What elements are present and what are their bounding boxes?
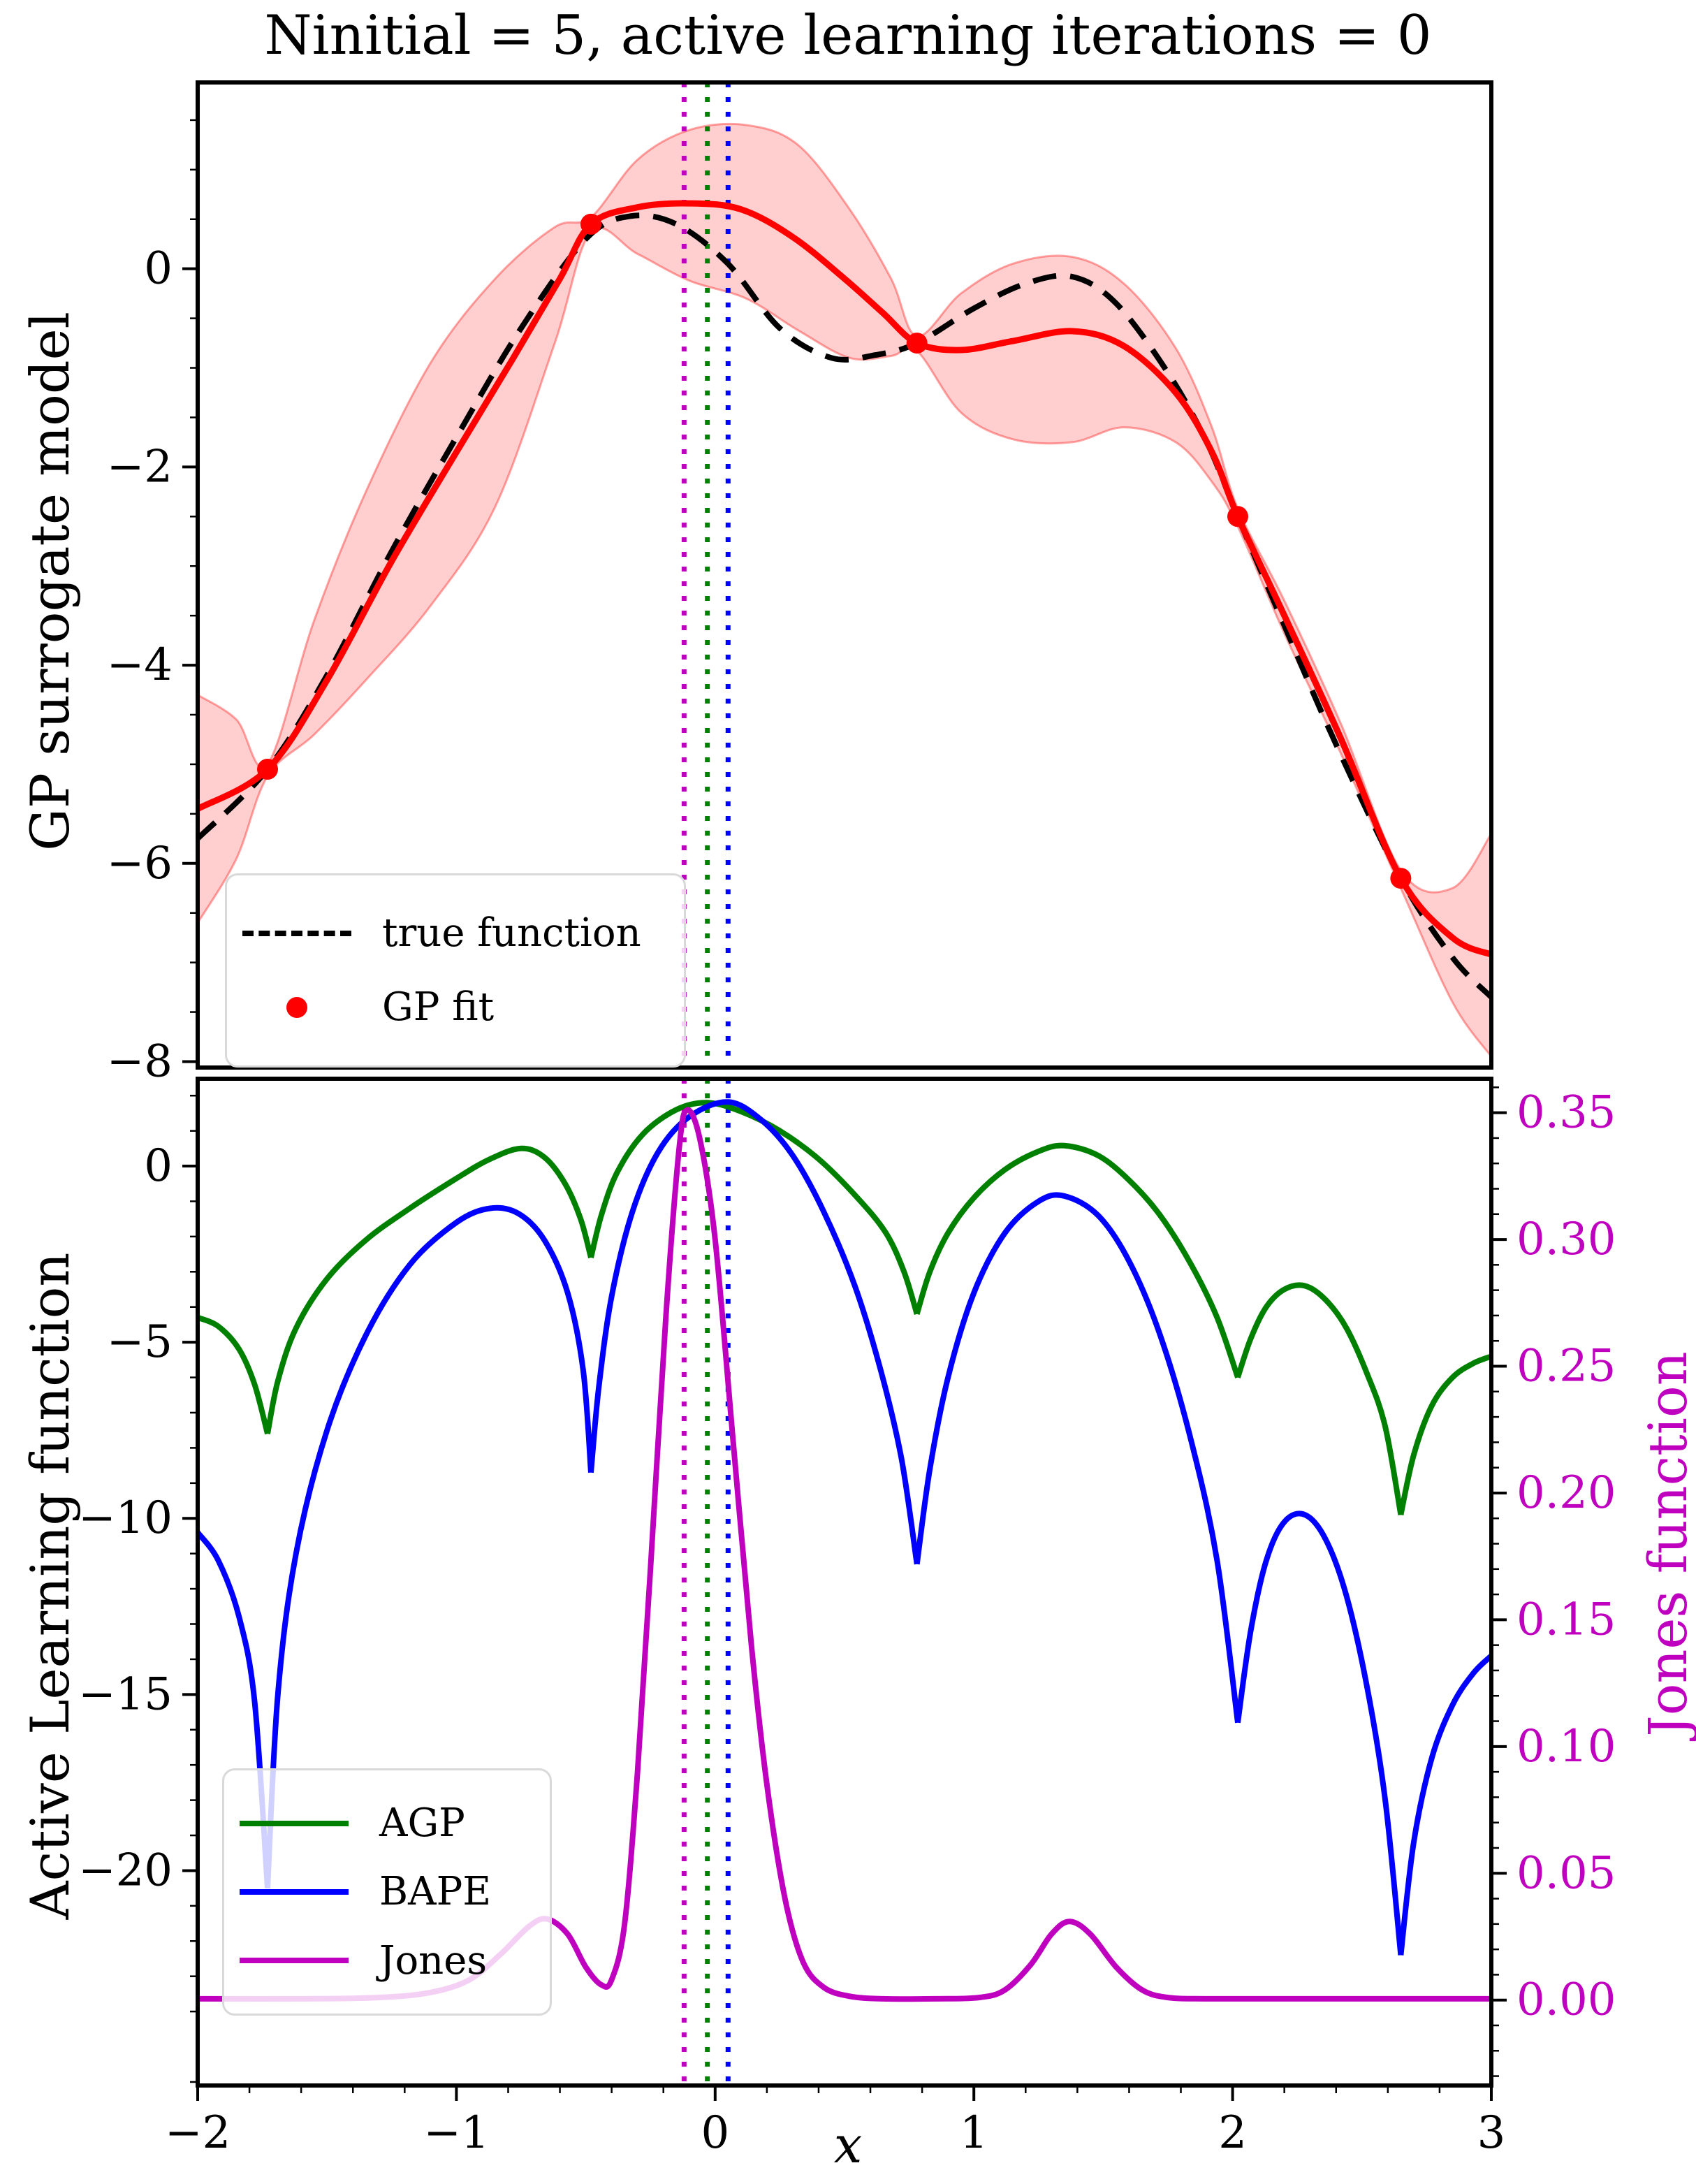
- tick-label: 0.35: [1516, 1087, 1616, 1139]
- tick-label: 0.25: [1516, 1341, 1616, 1392]
- bottom-left-y-axis-label: Active Learning function: [19, 1252, 81, 1920]
- legend-item-true-function: true function: [241, 912, 670, 955]
- axes: −2 −1 0 1 2 30−2−4−6−80−5−10−15−200.350.300.2…: [78, 80, 1616, 2159]
- gp-uncertainty-band: [198, 124, 1491, 1057]
- active-learning-plot-area: [195, 1079, 1493, 2085]
- legend-item-agp: AGP: [238, 1802, 536, 1845]
- legend-label: true function: [382, 910, 641, 956]
- legend-item-bape: BAPE: [238, 1870, 536, 1914]
- tick-label: −6: [107, 838, 173, 889]
- figure-title: Ninitial = 5, active learning iterations…: [264, 4, 1432, 67]
- x-axis-label: x: [833, 2116, 863, 2174]
- dashed-line-glyph: [241, 931, 353, 937]
- tick-label: −5: [107, 1316, 173, 1368]
- bape-curve: [195, 1099, 1493, 1956]
- top-y-axis-label: GP surrogate model: [19, 312, 81, 851]
- tick-label: 0: [144, 1140, 173, 1192]
- tick-label: −8: [107, 1035, 173, 1087]
- tick-label: −4: [107, 639, 173, 691]
- tick-label: 0.10: [1516, 1721, 1616, 1772]
- tick-label: 0.00: [1516, 1974, 1616, 2026]
- tick-label: 0.20: [1516, 1467, 1616, 1519]
- legend-label: BAPE: [379, 1869, 492, 1915]
- bottom-plot-frame: [196, 1077, 1493, 2088]
- tick-label: −2: [107, 441, 173, 493]
- training-point: [906, 333, 928, 354]
- red-dot-glyph: [241, 996, 353, 1018]
- tick-label: 0.30: [1516, 1214, 1616, 1265]
- gp-surrogate-plot-area: [196, 82, 1493, 1068]
- legend-label: Jones: [379, 1937, 488, 1983]
- tick-label: −2: [165, 2107, 231, 2159]
- training-point: [1390, 868, 1412, 889]
- green-line-glyph: [238, 1820, 350, 1826]
- tick-label: 0.15: [1516, 1594, 1616, 1645]
- top-plot-frame: [196, 80, 1493, 1070]
- legend-label: AGP: [379, 1800, 465, 1846]
- tick-label: −15: [78, 1668, 173, 1720]
- legend-label: GP fit: [382, 984, 495, 1031]
- tick-label: 3: [1477, 2107, 1506, 2159]
- tick-label: −1: [423, 2107, 489, 2159]
- magenta-line-glyph: [238, 1958, 350, 1964]
- bottom-right-y-axis-label: Jones function: [1637, 1351, 1696, 1737]
- bottom-plot-legend: AGP BAPE Jones: [222, 1768, 552, 2016]
- legend-item-gp-fit: GP fit: [241, 986, 670, 1029]
- blue-line-glyph: [238, 1888, 350, 1895]
- gp-band-lower-edge: [196, 226, 1493, 1058]
- tick-label: 0.05: [1516, 1847, 1616, 1899]
- training-point: [1227, 506, 1249, 527]
- training-point: [580, 213, 602, 235]
- agp-curve: [196, 1100, 1493, 1516]
- legend-item-jones: Jones: [238, 1939, 536, 1983]
- top-plot-legend: true function GP fit: [225, 873, 686, 1068]
- tick-label: 0: [701, 2107, 729, 2159]
- jones-curve: [197, 1107, 1491, 2002]
- gp-band-upper-edge: [197, 122, 1493, 894]
- gp-mean-curve: [196, 200, 1493, 958]
- tick-label: −10: [78, 1492, 173, 1544]
- tick-label: 0: [144, 243, 173, 295]
- tick-label: −20: [78, 1844, 173, 1896]
- tick-label: 1: [960, 2107, 988, 2159]
- true-function-curve: [196, 212, 1493, 1000]
- tick-label: 2: [1218, 2107, 1247, 2159]
- training-point: [257, 759, 279, 780]
